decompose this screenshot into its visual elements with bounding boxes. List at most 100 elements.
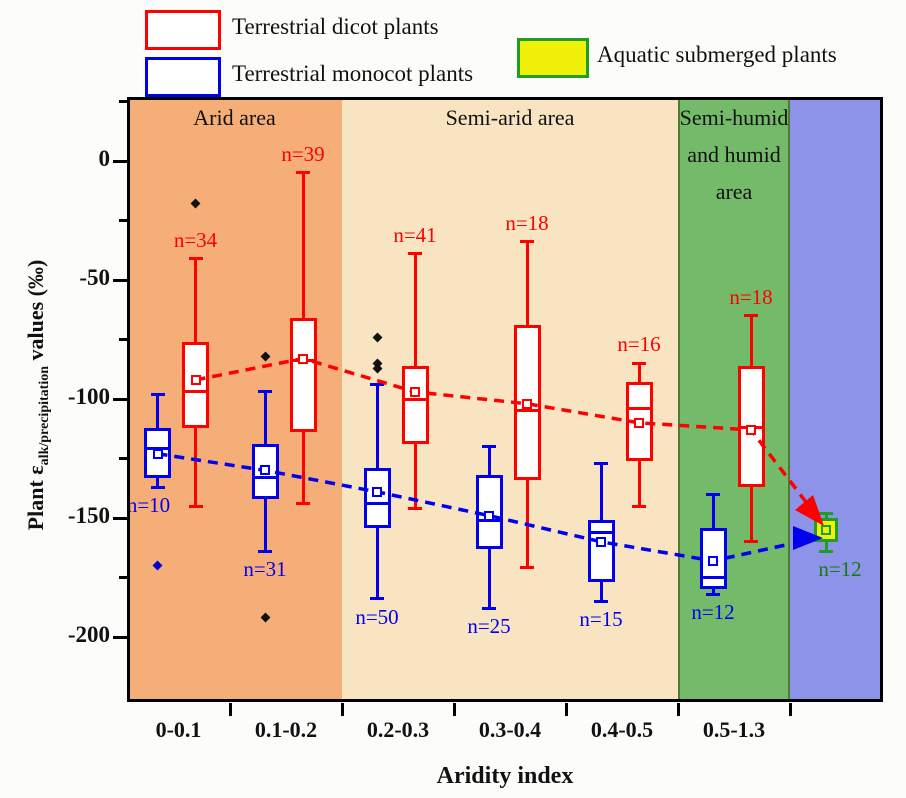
legend-label-aquatic: Aquatic submerged plants — [597, 42, 837, 67]
mean-marker-0.5-1.3-0 — [746, 424, 756, 435]
mean-marker-aquatic-2 — [821, 524, 831, 535]
whisker-cap-0.5-1.3-1 — [744, 540, 758, 544]
x-category-label-0-0.1: 0-0.1 — [155, 717, 202, 742]
x-tick-4 — [676, 703, 680, 716]
whisker-cap-0.2-0.3-1 — [370, 597, 384, 601]
y-major-tick-0 — [113, 159, 127, 163]
y-tick-label--50: -50 — [79, 265, 110, 290]
y-major-tick--100 — [113, 397, 127, 401]
x-category-label-0.2-0.3: 0.2-0.3 — [366, 717, 430, 742]
mean-marker-0.5-1.3-1 — [708, 555, 718, 566]
region-label-semi-humid-humid-0: Semi-humid — [679, 105, 789, 130]
median-line-0.2-0.3-0 — [401, 397, 429, 401]
legend-label-monocot: Terrestrial monocot plants — [232, 61, 474, 86]
whisker-cap-0.4-0.5-1 — [594, 599, 608, 603]
whisker-cap-0-0.1-1 — [188, 504, 203, 508]
box-0.2-0.3-1 — [363, 468, 391, 528]
y-tick-label-0: 0 — [98, 146, 111, 171]
n-label-0.2-0.3-0: n=41 — [393, 222, 437, 247]
dicot-mean-trend-line — [195, 356, 808, 504]
n-label-0.1-0.2-1: n=31 — [243, 557, 287, 582]
legend-label-dicot: Terrestrial dicot plants — [232, 14, 439, 39]
whisker-cap-0.2-0.3-0 — [408, 252, 422, 256]
n-label-0.4-0.5-0: n=16 — [617, 332, 661, 357]
whisker-cap-0.3-0.4-0 — [520, 240, 534, 244]
y-major-tick--200 — [113, 635, 127, 639]
x-tick-2 — [452, 703, 456, 716]
y-minor-tick-25 — [119, 100, 127, 103]
n-label-0-0.1-0: n=34 — [173, 227, 218, 252]
x-category-label-0.3-0.4: 0.3-0.4 — [478, 717, 542, 742]
x-category-label-0.1-0.2: 0.1-0.2 — [254, 717, 318, 742]
median-line-0.2-0.3-1 — [363, 502, 391, 506]
whisker-cap-0.5-1.3-1 — [706, 592, 720, 596]
region-label-semi-humid-humid-2: area — [715, 179, 753, 204]
whisker-cap-0.3-0.4-1 — [482, 606, 496, 610]
median-line-0.4-0.5-0 — [625, 407, 653, 411]
box-0.2-0.3-0 — [401, 365, 429, 445]
y-tick-label--100: -100 — [67, 384, 110, 409]
trend-overlay — [157, 356, 824, 563]
region-label-semi-arid-0: Semi-arid area — [445, 105, 575, 130]
whisker-cap-0.1-0.2-1 — [296, 502, 310, 506]
n-label-0-0.1-1: n=10 — [126, 493, 171, 518]
mean-marker-0.3-0.4-0 — [522, 398, 532, 409]
median-line-0-0.1-0 — [182, 390, 209, 394]
mean-marker-0.3-0.4-1 — [484, 510, 494, 521]
y-tick-label--200: -200 — [67, 622, 110, 647]
n-label-0.1-0.2-0: n=39 — [281, 141, 325, 166]
legend-swatch-monocot — [145, 57, 221, 97]
y-axis-title-subscript: alk/precipitation — [37, 366, 53, 466]
box-0.1-0.2-0 — [289, 318, 317, 433]
mean-marker-0-0.1-0 — [190, 374, 201, 385]
plot-area: Arid area Semi-arid area Semi-humid and hum… — [127, 97, 883, 702]
n-label-0.3-0.4-1: n=25 — [467, 614, 511, 639]
mean-marker-0.2-0.3-0 — [410, 386, 420, 397]
n-label-0.5-1.3-1: n=12 — [691, 600, 735, 625]
n-label-aquatic-2: n=12 — [818, 557, 862, 582]
region-label-semi-humid-humid-1: and humid — [687, 142, 781, 167]
y-minor-tick--125 — [119, 457, 127, 460]
mean-marker-0.4-0.5-0 — [634, 417, 644, 428]
whisker-cap-0.3-0.4-0 — [482, 445, 496, 449]
mean-marker-0.2-0.3-1 — [372, 486, 382, 497]
x-category-label-0.4-0.5: 0.4-0.5 — [590, 717, 654, 742]
median-line-0.1-0.2-1 — [251, 476, 279, 480]
whisker-cap-0.4-0.5-0 — [632, 361, 646, 365]
x-tick-5 — [788, 703, 792, 716]
x-tick-0 — [228, 703, 232, 716]
region-label-arid-0: Arid area — [193, 105, 276, 130]
legend-swatch-dicot — [145, 10, 221, 50]
legend-swatch-aquatic — [517, 38, 589, 78]
whisker-cap-aquatic-1 — [819, 549, 833, 553]
whisker-cap-0.1-0.2-0 — [296, 171, 310, 175]
whisker-cap-0.2-0.3-0 — [370, 383, 384, 387]
n-label-0.4-0.5-1: n=15 — [579, 607, 623, 632]
whisker-cap-0-0.1-0 — [150, 392, 165, 396]
whisker-cap-0-0.1-1 — [150, 485, 165, 489]
median-line-0.3-0.4-0 — [513, 409, 541, 413]
whisker-cap-0.1-0.2-0 — [258, 390, 272, 394]
region-semi-arid — [342, 97, 678, 702]
y-tick-label--150: -150 — [67, 503, 110, 528]
whisker-cap-0.1-0.2-1 — [258, 549, 272, 553]
mean-marker-0.4-0.5-1 — [596, 536, 606, 547]
n-label-0.5-1.3-0: n=18 — [729, 284, 773, 309]
monocot-mean-trend-arrow — [793, 526, 823, 550]
x-category-label-0.5-1.3: 0.5-1.3 — [702, 717, 766, 742]
box-0.4-0.5-1 — [587, 520, 615, 583]
x-tick-3 — [564, 703, 568, 716]
monocot-mean-trend-line — [157, 452, 791, 563]
y-minor-tick--25 — [119, 219, 127, 222]
whisker-cap-0-0.1-0 — [188, 257, 203, 261]
whisker-cap-0.3-0.4-1 — [520, 566, 534, 570]
median-line-0.4-0.5-1 — [587, 530, 615, 534]
whisker-cap-0.2-0.3-1 — [408, 506, 422, 510]
whisker-cap-0.4-0.5-0 — [594, 461, 608, 465]
region-aquatic-zone — [790, 97, 883, 702]
median-line-0.5-1.3-1 — [699, 576, 727, 579]
x-tick-1 — [340, 703, 344, 716]
y-minor-tick--175 — [119, 576, 127, 579]
n-label-0.3-0.4-0: n=18 — [505, 210, 549, 235]
